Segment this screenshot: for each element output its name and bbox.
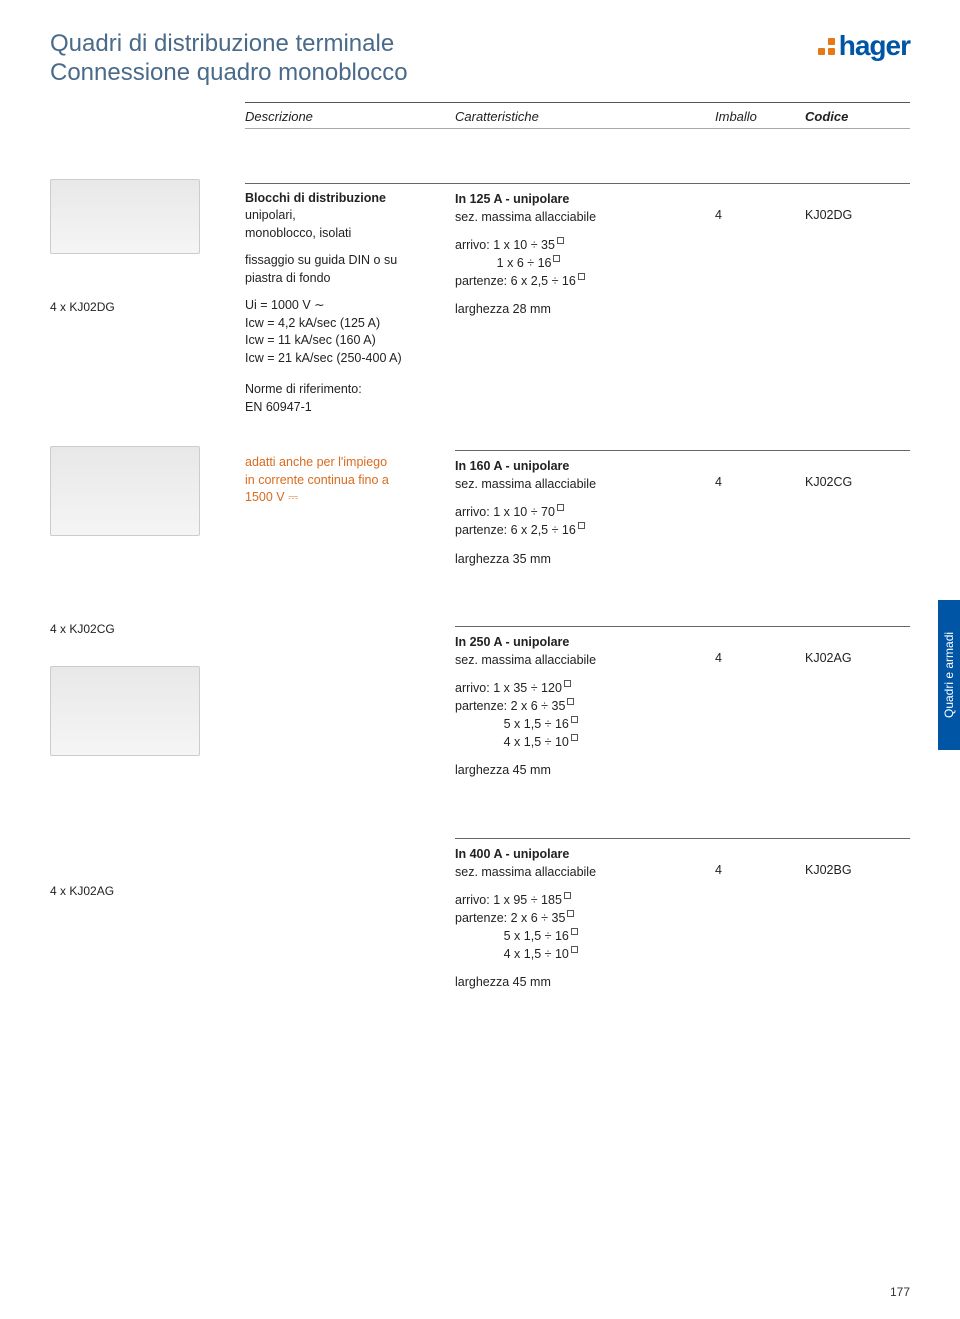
characteristics-column: In 400 A - unipolare sez. massima allacc… xyxy=(455,834,715,992)
codice-value: KJ02BG xyxy=(805,863,910,877)
imballo-column: 4 xyxy=(715,834,805,877)
codice-column: KJ02BG xyxy=(805,834,910,877)
codice-value: KJ02AG xyxy=(805,651,910,665)
char-partenze: partenze: 2 x 6 ÷ 35 xyxy=(455,911,574,925)
desc-icw: Icw = 21 kA/sec (250-400 A) xyxy=(245,350,455,368)
desc-title: Blocchi di distribuzione xyxy=(245,190,455,208)
codice-column: KJ02CG xyxy=(805,446,910,489)
codice-value: KJ02DG xyxy=(805,208,910,222)
page-number: 177 xyxy=(890,1285,910,1299)
codice-column: KJ02DG xyxy=(805,179,910,222)
char-larghezza: larghezza 28 mm xyxy=(455,300,715,318)
divider xyxy=(245,128,910,129)
product-image xyxy=(50,179,200,254)
col-codice: Codice xyxy=(805,109,910,124)
column-headers: Descrizione Caratteristiche Imballo Codi… xyxy=(245,103,910,128)
char-sub: sez. massima allacciabile xyxy=(455,208,715,226)
desc-line: fissaggio su guida DIN o su xyxy=(245,252,455,270)
characteristics-column: In 125 A - unipolare sez. massima allacc… xyxy=(455,179,715,319)
title-line1: Quadri di distribuzione terminale xyxy=(50,30,408,59)
col-descrizione: Descrizione xyxy=(245,109,455,124)
char-larghezza: larghezza 45 mm xyxy=(455,973,715,991)
imballo-column: 4 xyxy=(715,622,805,665)
characteristics-column: In 250 A - unipolare sez. massima allacc… xyxy=(455,622,715,780)
char-partenze: partenze: 6 x 2,5 ÷ 16 xyxy=(455,523,585,537)
char-sub: sez. massima allacciabile xyxy=(455,651,715,669)
desc-norme: Norme di riferimento: xyxy=(245,381,455,399)
codice-column: KJ02AG xyxy=(805,622,910,665)
imballo-value: 4 xyxy=(715,208,805,222)
char-arrivo: 1 x 6 ÷ 16 xyxy=(455,256,560,270)
col-caratteristiche: Caratteristiche xyxy=(455,109,715,124)
product-row: 4 x KJ02DG Blocchi di distribuzione unip… xyxy=(50,179,910,417)
product-row: adatti anche per l'impiego in corrente c… xyxy=(50,446,910,568)
char-partenze: partenze: 6 x 2,5 ÷ 16 xyxy=(455,274,585,288)
dc-note-line: 1500 V ⎓ xyxy=(245,489,455,507)
product-row: 4 x KJ02AG In 400 A - unipolare sez. mas… xyxy=(50,834,910,992)
title-line2: Connessione quadro monoblocco xyxy=(50,59,408,88)
col-imballo: Imballo xyxy=(715,109,805,124)
char-sub: sez. massima allacciabile xyxy=(455,475,715,493)
product-caption: 4 x KJ02CG xyxy=(50,622,245,636)
char-title: In 400 A - unipolare xyxy=(455,845,715,863)
imballo-value: 4 xyxy=(715,651,805,665)
char-partenze: 5 x 1,5 ÷ 16 xyxy=(455,929,578,943)
logo-dots-icon xyxy=(818,38,835,55)
char-arrivo: arrivo: 1 x 35 ÷ 120 xyxy=(455,681,571,695)
product-caption: 4 x KJ02AG xyxy=(50,884,245,898)
char-arrivo: arrivo: 1 x 95 ÷ 185 xyxy=(455,893,571,907)
desc-norme: EN 60947-1 xyxy=(245,399,455,417)
char-title: In 160 A - unipolare xyxy=(455,457,715,475)
description-column: Blocchi di distribuzione unipolari, mono… xyxy=(245,179,455,417)
char-partenze: 4 x 1,5 ÷ 10 xyxy=(455,947,578,961)
desc-icw: Icw = 4,2 kA/sec (125 A) xyxy=(245,315,455,333)
desc-icw: Icw = 11 kA/sec (160 A) xyxy=(245,332,455,350)
char-larghezza: larghezza 45 mm xyxy=(455,761,715,779)
codice-value: KJ02CG xyxy=(805,475,910,489)
product-caption: 4 x KJ02DG xyxy=(50,300,245,314)
desc-line: piastra di fondo xyxy=(245,270,455,288)
char-partenze: 4 x 1,5 ÷ 10 xyxy=(455,735,578,749)
char-partenze: 5 x 1,5 ÷ 16 xyxy=(455,717,578,731)
char-larghezza: larghezza 35 mm xyxy=(455,550,715,568)
section-tab: Quadri e armadi xyxy=(938,600,960,750)
char-arrivo: arrivo: 1 x 10 ÷ 70 xyxy=(455,505,564,519)
char-title: In 250 A - unipolare xyxy=(455,633,715,651)
char-title: In 125 A - unipolare xyxy=(455,190,715,208)
characteristics-column: In 160 A - unipolare sez. massima allacc… xyxy=(455,446,715,568)
desc-line: monoblocco, isolati xyxy=(245,225,455,243)
logo-text: hager xyxy=(839,30,910,62)
imballo-column: 4 xyxy=(715,446,805,489)
char-sub: sez. massima allacciabile xyxy=(455,863,715,881)
desc-ui: Ui = 1000 V ∼ xyxy=(245,297,455,315)
brand-logo: hager xyxy=(818,30,910,62)
page-title: Quadri di distribuzione terminale Connes… xyxy=(50,30,408,88)
imballo-value: 4 xyxy=(715,863,805,877)
product-image xyxy=(50,666,200,756)
product-row: 4 x KJ02CG In 250 A - unipolare sez. mas… xyxy=(50,622,910,780)
dc-note-line: in corrente continua fino a xyxy=(245,472,455,490)
desc-line: unipolari, xyxy=(245,207,455,225)
imballo-column: 4 xyxy=(715,179,805,222)
char-arrivo: arrivo: 1 x 10 ÷ 35 xyxy=(455,238,564,252)
description-column: adatti anche per l'impiego in corrente c… xyxy=(245,446,455,507)
product-image xyxy=(50,446,200,536)
imballo-value: 4 xyxy=(715,475,805,489)
dc-note-line: adatti anche per l'impiego xyxy=(245,454,455,472)
char-partenze: partenze: 2 x 6 ÷ 35 xyxy=(455,699,574,713)
